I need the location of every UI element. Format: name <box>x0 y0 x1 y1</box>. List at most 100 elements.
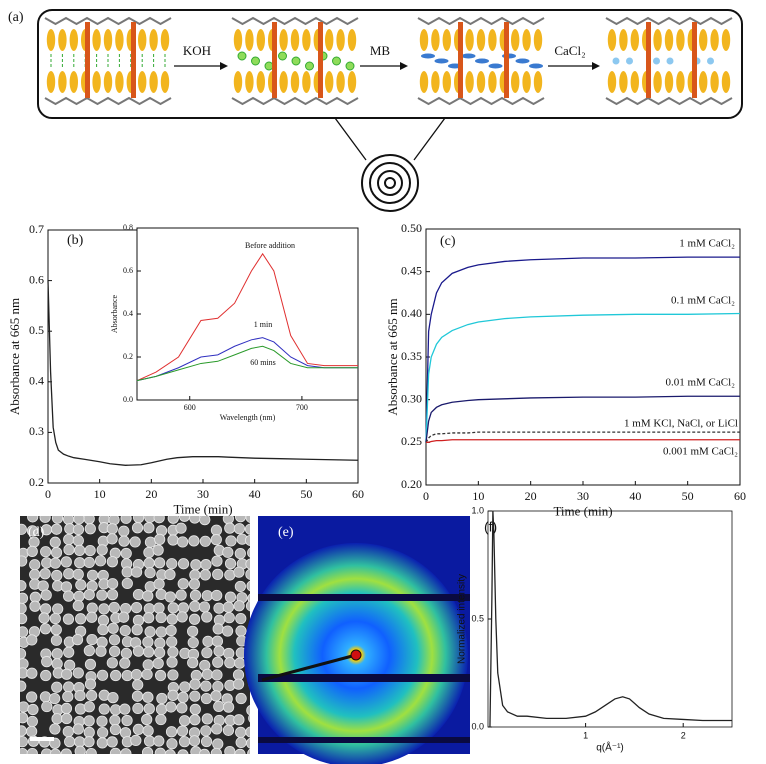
particle <box>75 613 87 625</box>
particle <box>210 524 223 536</box>
particle <box>83 726 95 738</box>
membrane <box>231 16 359 106</box>
particle <box>153 516 165 524</box>
membrane <box>417 16 545 106</box>
particle <box>63 568 75 580</box>
panel-label: (c) <box>440 234 456 249</box>
particle <box>167 534 179 546</box>
particle <box>109 747 122 754</box>
series-label: 1 mM KCl, NaCl, or LiCl <box>624 418 738 430</box>
y-tick-label: 0.50 <box>401 221 422 235</box>
particle <box>40 589 52 601</box>
x-tick-label: 0 <box>45 487 51 501</box>
particle <box>62 516 75 525</box>
particle <box>84 544 96 557</box>
panel-a-frame <box>37 9 743 119</box>
lipid-tail <box>290 71 300 93</box>
particle <box>108 634 121 646</box>
protein-bar <box>318 22 323 98</box>
particle <box>84 523 96 535</box>
particle <box>141 713 153 726</box>
particle <box>29 568 41 581</box>
lipid-tail <box>256 29 265 51</box>
particle <box>38 612 50 624</box>
hydroxide <box>305 61 314 71</box>
particle <box>96 589 108 601</box>
particle <box>132 645 145 657</box>
particle <box>97 624 109 636</box>
x-tick-label: 40 <box>629 489 641 503</box>
particle <box>152 544 164 556</box>
lipid-tail <box>138 71 147 93</box>
particle <box>155 588 167 601</box>
particle <box>154 533 166 545</box>
particle <box>98 603 110 615</box>
particle <box>154 747 166 754</box>
y-tick-label: 0.6 <box>29 272 44 286</box>
particle <box>20 747 29 754</box>
particle <box>119 703 131 715</box>
lipid-tail <box>46 29 56 51</box>
particle <box>97 614 110 626</box>
particle <box>96 544 108 556</box>
particle <box>20 725 27 737</box>
particle <box>72 723 84 735</box>
particle <box>26 634 38 646</box>
lipid-tail <box>46 71 56 93</box>
y-tick-label: 0.5 <box>471 613 484 623</box>
particle <box>50 624 62 636</box>
inset-bg <box>137 228 358 400</box>
particle <box>189 589 202 601</box>
particle <box>224 591 237 603</box>
particle <box>166 656 178 668</box>
particle <box>246 580 250 592</box>
x-axis-label: Time (min) <box>173 502 232 517</box>
particle <box>211 635 224 647</box>
particle <box>187 625 199 637</box>
particle <box>179 681 191 693</box>
particle <box>201 668 213 681</box>
particle <box>200 680 212 692</box>
particle <box>75 579 87 591</box>
lipid-tail <box>442 29 451 51</box>
particle <box>85 747 97 754</box>
particle <box>233 523 246 535</box>
methylene-blue <box>434 58 449 64</box>
particle <box>211 589 223 602</box>
particle <box>20 555 28 567</box>
particle <box>225 535 237 547</box>
particle <box>121 714 133 727</box>
particle <box>245 558 250 570</box>
particle <box>121 669 133 682</box>
particle <box>50 523 63 535</box>
particle <box>210 747 222 754</box>
particle <box>132 614 145 626</box>
particle <box>51 713 63 725</box>
y-tick-label: 0.40 <box>401 306 422 320</box>
lipid-tail <box>115 29 124 51</box>
particle <box>246 705 250 716</box>
lipid-tail <box>653 29 662 51</box>
particle <box>63 533 75 546</box>
particle <box>26 691 38 703</box>
detector-gap <box>258 737 470 743</box>
particle <box>212 656 224 668</box>
particle <box>152 657 164 669</box>
x-tick-label: 50 <box>300 487 312 501</box>
particle <box>212 623 224 635</box>
protein-bar <box>646 22 651 98</box>
lipid-tail <box>336 71 345 93</box>
y-tick-label: 0.30 <box>401 391 422 405</box>
lipid-chain <box>231 96 359 106</box>
particle <box>235 726 247 738</box>
particle <box>130 566 143 578</box>
protein-bar <box>131 22 136 98</box>
particle <box>233 600 245 612</box>
arrow-head <box>400 62 408 70</box>
series-label: Before addition <box>245 241 295 250</box>
calcium <box>626 57 633 65</box>
particle <box>106 736 118 748</box>
hydroxide <box>332 56 341 66</box>
particle <box>83 736 95 748</box>
lipid-tail <box>465 71 474 93</box>
